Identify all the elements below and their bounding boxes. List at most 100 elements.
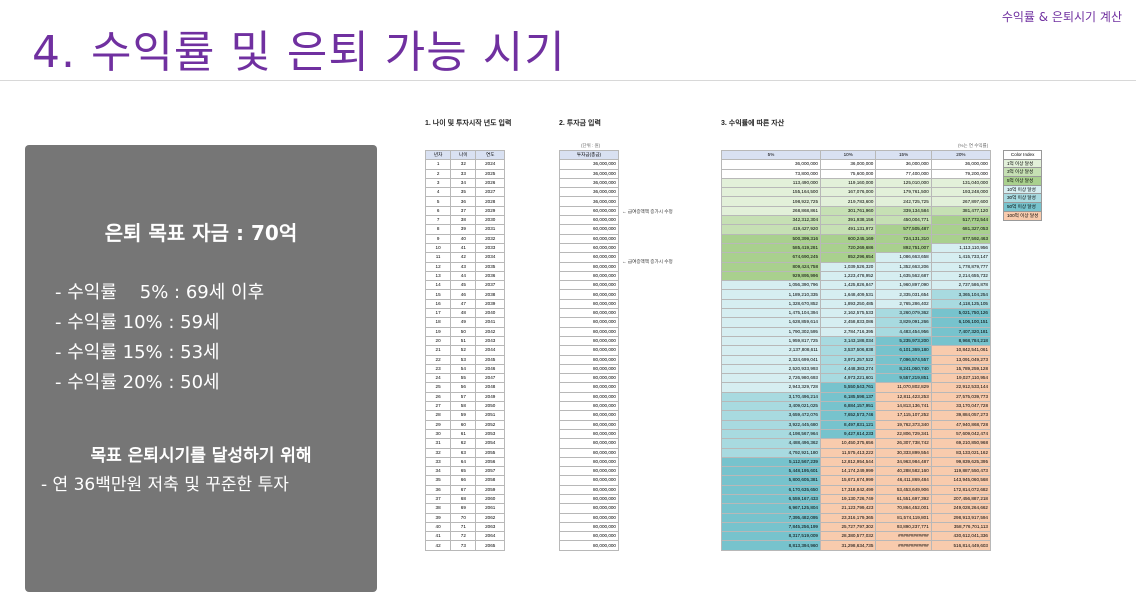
cell: 358,776,701,113	[930, 521, 992, 533]
cell: 4	[424, 187, 452, 198]
table-row: 36,000,000	[559, 168, 619, 179]
cell: 36,000,000	[721, 159, 821, 170]
table-row: 2,324,699,041 3,971,257,522 7,096,574,557 1…	[721, 354, 992, 365]
title-divider	[0, 80, 1136, 81]
table-row: 80,000,000	[559, 373, 619, 384]
cell: 21	[424, 345, 452, 356]
table-row: 80,000,000	[559, 391, 619, 403]
table-row: 80,000,000	[559, 317, 619, 328]
cell: 68	[450, 493, 477, 505]
cell: 7,407,320,181	[930, 326, 992, 337]
cell: 381,477,120	[930, 205, 992, 217]
table-row: 80,000,000	[559, 484, 619, 496]
table-row: 155,164,500 167,076,000 179,761,500 193,248…	[721, 187, 992, 198]
cell: 10	[424, 242, 452, 254]
cell: 63	[450, 447, 477, 458]
cell: 3,971,257,522	[819, 354, 877, 365]
cell: 52	[450, 345, 477, 356]
cell: 2	[424, 168, 452, 179]
table-row: 1,959,817,725 3,143,188,034 5,235,973,200 8…	[721, 335, 992, 347]
cell: 12,812,954,544	[819, 456, 877, 468]
cell: 4,448,383,274	[819, 363, 877, 375]
cell: 1,893,250,485	[819, 298, 877, 310]
cell: 2,137,808,611	[721, 345, 821, 356]
cell: 80,000,000	[559, 503, 619, 514]
table-row: 36,000,000	[559, 159, 619, 170]
cell: 80,000,000	[559, 531, 619, 542]
table-row: 16 47 2039	[424, 298, 505, 310]
table-row: 3,922,445,680 8,497,831,121 19,762,373,340…	[721, 419, 992, 430]
cell: 8	[424, 224, 452, 235]
cell: 69	[450, 503, 477, 514]
cell: 14,813,136,741	[875, 400, 932, 412]
cell: 49	[450, 317, 477, 328]
cell: 34,963,984,487	[875, 456, 932, 468]
legend-item: 50억 이상 달성	[1002, 202, 1043, 212]
cell: 143,945,060,568	[930, 475, 992, 486]
table-row: 35 66 2058	[424, 475, 505, 486]
cell: 33	[424, 456, 452, 468]
table-row: 60,000,000	[559, 233, 619, 244]
cell: 7	[424, 215, 452, 226]
cell: 36	[424, 484, 452, 496]
cell: 83,133,021,162	[930, 447, 992, 458]
table-row: 80,000,000	[559, 456, 619, 468]
table-row: 585,419,281 720,269,686 892,751,007 1,113,1…	[721, 242, 992, 254]
table-row: 80,000,000	[559, 400, 619, 412]
legend-header: Color Index	[1002, 150, 1043, 160]
cell: 2062	[475, 512, 505, 523]
cell: 19	[424, 326, 452, 337]
cell: 7,845,256,199	[721, 521, 821, 533]
cell: 3,829,091,266	[875, 317, 932, 328]
cell: 2053	[475, 428, 505, 440]
table-row: 80,000,000	[559, 345, 619, 356]
table-row: 5,112,567,239 12,812,954,544 34,963,984,48…	[721, 456, 992, 468]
cell: 80,000,000	[559, 391, 619, 403]
cell: 7,395,482,095	[721, 512, 821, 523]
cell: 18	[424, 317, 452, 328]
section-heading-2: 2. 투자금 입력	[559, 120, 601, 127]
table-row: 80,000,000	[559, 289, 619, 300]
cell: 39	[450, 224, 477, 235]
cell: 2037	[475, 280, 505, 291]
cell: 2048	[475, 382, 505, 393]
cell: 3,143,188,034	[819, 335, 877, 347]
table-row: 6,559,167,433 19,130,726,749 61,551,697,39…	[721, 493, 992, 505]
cell: 2,458,833,086	[819, 317, 877, 328]
cell: 13,091,049,273	[930, 354, 992, 365]
cell: 2045	[475, 354, 505, 365]
cell: 69,210,850,968	[930, 438, 992, 449]
cell: 2059	[475, 484, 505, 496]
cell: 19,027,110,954	[930, 373, 992, 384]
cell: 33,170,047,728	[930, 400, 992, 412]
table-row: 6,967,125,804 21,123,799,423 70,864,452,00…	[721, 503, 992, 514]
cell: 42	[450, 252, 477, 263]
cell: 2042	[475, 326, 505, 337]
legend-item: 5억 이상 달성	[1002, 176, 1043, 186]
cell: 2060	[475, 493, 505, 505]
cell: 16	[424, 298, 452, 310]
cell: 80,000,000	[559, 308, 619, 319]
cell: 2,214,655,732	[930, 270, 992, 282]
cell: 2029	[475, 205, 505, 217]
cell: 430,612,041,336	[930, 531, 992, 542]
cell: 31,298,634,735	[819, 540, 877, 551]
cell: 198,922,725	[721, 196, 821, 207]
table-row: 1,475,104,394 2,162,575,533 3,260,079,362 5…	[721, 308, 992, 319]
cell: 2,162,575,533	[819, 308, 877, 319]
table-row: 2,943,329,728 5,550,543,761 11,070,802,829…	[721, 382, 992, 393]
table-row: 4,488,496,362 10,450,375,656 26,307,738,74…	[721, 438, 992, 449]
cell: 57	[450, 391, 477, 403]
cell: ############	[875, 531, 932, 542]
cell: 30	[424, 428, 452, 440]
cell: 2035	[475, 261, 505, 272]
corner-label: 수익률 & 은퇴시기 계산	[1001, 10, 1122, 24]
cell: 27,575,039,773	[930, 391, 992, 403]
cell: 12,811,423,253	[875, 391, 932, 403]
strategy-detail: - 연 36백만원 저축 및 꾸준한 투자	[41, 475, 289, 495]
table-row: 8,813,394,960 31,298,634,735 ############ 5…	[721, 540, 992, 551]
cell: 1,648,409,531	[819, 289, 877, 300]
cell: 1,415,733,147	[930, 252, 992, 263]
cell: 1,959,817,725	[721, 335, 821, 347]
cell: 131,040,000	[930, 177, 992, 189]
